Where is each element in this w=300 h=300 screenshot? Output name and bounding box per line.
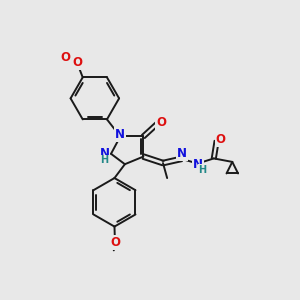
Text: N: N xyxy=(115,128,125,141)
Text: O: O xyxy=(60,50,70,64)
Text: H: H xyxy=(198,165,206,175)
Text: N: N xyxy=(100,147,110,160)
Text: H: H xyxy=(100,155,109,165)
Text: O: O xyxy=(72,56,82,69)
Text: O: O xyxy=(110,236,120,249)
Text: N: N xyxy=(177,147,187,160)
Text: O: O xyxy=(70,53,80,67)
Text: O: O xyxy=(216,134,226,146)
Text: O: O xyxy=(156,116,167,129)
Text: N: N xyxy=(193,158,203,171)
